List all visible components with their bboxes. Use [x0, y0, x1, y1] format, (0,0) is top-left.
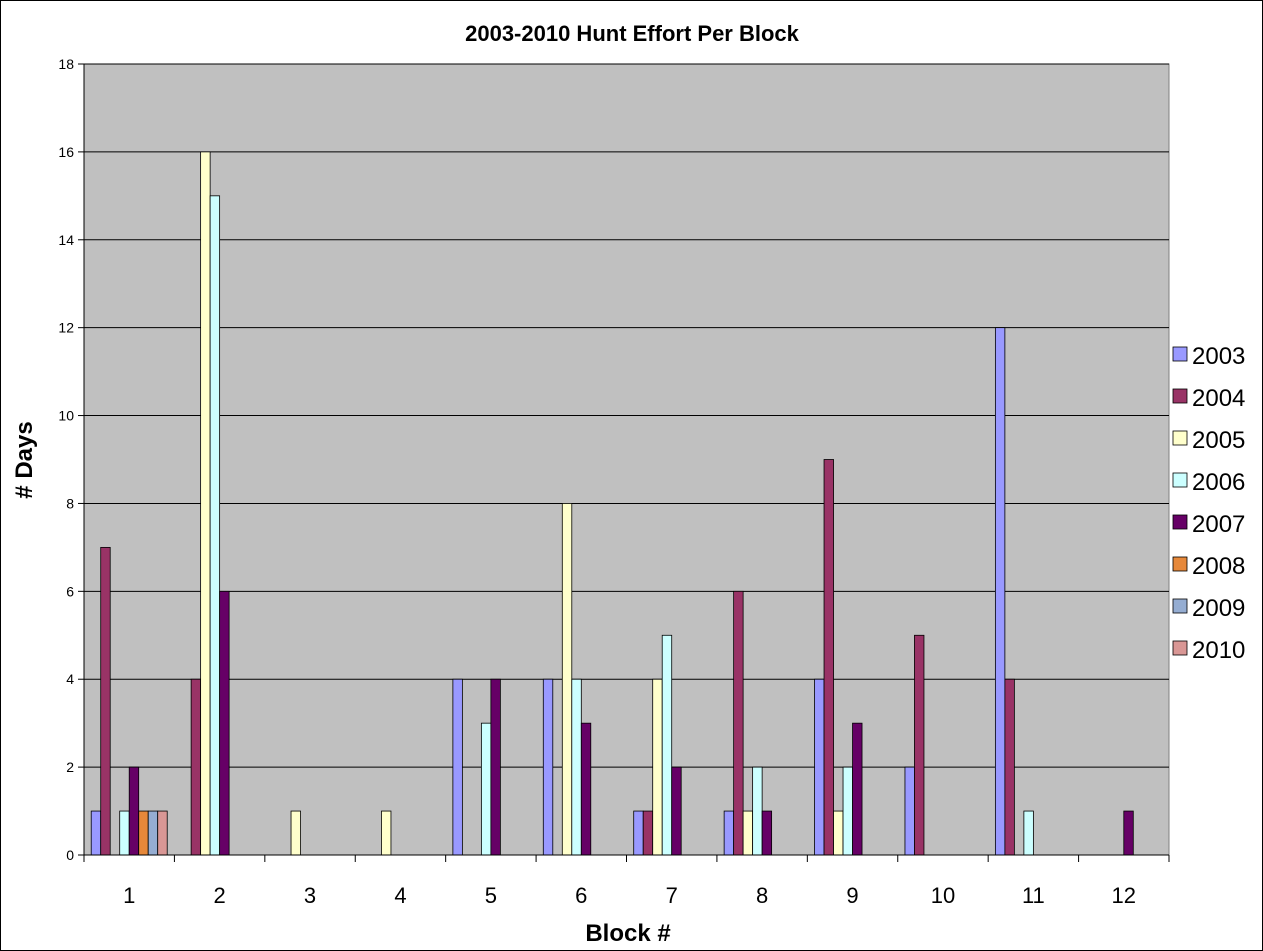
x-tick-label: 2	[214, 883, 226, 908]
bar-2007-block-7	[671, 766, 682, 856]
x-tick-label: 8	[756, 883, 768, 908]
legend-swatch-2008	[1172, 556, 1188, 572]
y-tick-label: 2	[66, 759, 74, 775]
bar-2006-block-11	[1023, 810, 1034, 856]
y-tick-label: 16	[58, 144, 74, 160]
bar-2007-block-2	[219, 590, 230, 856]
legend-label-2003: 2003	[1192, 343, 1245, 370]
bar-2006-block-2	[209, 195, 221, 856]
y-axis-title: # Days	[11, 421, 38, 498]
bar-2004-block-2	[190, 678, 202, 856]
bar-2003-block-1	[90, 810, 102, 856]
x-tick-label: 6	[575, 883, 587, 908]
bar-2007-block-6	[580, 722, 592, 856]
bar-2005-block-4	[381, 810, 392, 856]
legend-swatch-2003	[1172, 346, 1188, 362]
bar-2006-block-8	[752, 766, 763, 856]
legend: 2003 2004 2005 2006 2007 2008 2009 2010	[1172, 343, 1245, 664]
legend-label-2009: 2009	[1192, 595, 1245, 622]
bar-2004-block-7	[642, 810, 654, 856]
legend-label-2007: 2007	[1192, 511, 1245, 538]
bar-2008-block-1	[138, 810, 149, 856]
bar-2007-block-1	[128, 766, 140, 856]
bar-2009-block-1	[147, 810, 159, 856]
legend-swatch-2007	[1172, 514, 1188, 530]
bar-2004-block-1	[100, 546, 111, 856]
x-tick-label: 5	[485, 883, 497, 908]
legend-label-2006: 2006	[1192, 469, 1245, 496]
bar-2003-block-6	[542, 678, 554, 856]
bar-2006-block-6	[571, 678, 582, 856]
x-tick-label: 12	[1112, 883, 1136, 908]
bar-2003-block-9	[814, 678, 825, 856]
bar-2007-block-5	[490, 678, 501, 856]
legend-label-2005: 2005	[1192, 427, 1245, 454]
y-tick-label: 4	[66, 671, 74, 687]
legend-swatch-2010	[1172, 640, 1188, 656]
bar-2004-block-10	[914, 634, 925, 856]
bar-2005-block-8	[742, 810, 754, 856]
legend-swatch-2006	[1172, 472, 1188, 488]
x-tick-label: 10	[931, 883, 955, 908]
bar-2010-block-1	[157, 810, 168, 856]
legend-swatch-2004	[1172, 388, 1188, 404]
bar-2005-block-6	[561, 503, 573, 856]
bar-2003-block-8	[723, 810, 735, 856]
y-tick-label: 6	[66, 583, 74, 599]
x-tick-label: 1	[123, 883, 135, 908]
bar-2005-block-9	[833, 810, 844, 856]
y-tick-label: 14	[58, 232, 74, 248]
legend-swatch-2009	[1172, 598, 1188, 614]
legend-label-2010: 2010	[1192, 637, 1245, 664]
bar-2003-block-7	[633, 810, 644, 856]
bar-2007-block-9	[852, 722, 863, 856]
x-tick-label: 9	[846, 883, 858, 908]
bar-2005-block-7	[652, 678, 663, 856]
bar-2004-block-11	[1004, 678, 1015, 856]
legend-label-2008: 2008	[1192, 553, 1245, 580]
bar-2005-block-3	[290, 810, 301, 856]
legend-label-2004: 2004	[1192, 385, 1245, 412]
bar-2006-block-1	[119, 810, 130, 856]
bar-2005-block-2	[200, 151, 211, 856]
y-tick-label: 18	[58, 56, 74, 72]
legend-swatch-2005	[1172, 430, 1188, 446]
x-tick-label: 3	[304, 883, 316, 908]
bar-2004-block-8	[733, 590, 744, 856]
chart-title: 2003-2010 Hunt Effort Per Block	[465, 21, 800, 46]
bar-2006-block-9	[842, 766, 853, 856]
x-tick-label: 11	[1022, 883, 1045, 908]
y-tick-label: 0	[66, 847, 74, 863]
bar-2004-block-9	[823, 459, 834, 856]
bar-2006-block-7	[661, 634, 673, 856]
bar-2006-block-5	[480, 722, 492, 856]
plot-area	[83, 63, 1170, 856]
x-tick-label: 4	[394, 883, 406, 908]
bar-2003-block-5	[452, 678, 463, 856]
y-tick-label: 8	[66, 495, 74, 511]
y-tick-label: 12	[58, 320, 74, 336]
grid-lines	[84, 63, 1169, 768]
bar-2007-block-12	[1123, 810, 1134, 856]
x-axis-title: Block #	[585, 920, 670, 947]
bars	[90, 151, 1134, 856]
bar-2003-block-11	[994, 327, 1006, 856]
bar-2003-block-10	[904, 766, 915, 856]
bar-2007-block-8	[761, 810, 773, 856]
x-tick-label: 7	[666, 883, 678, 908]
y-tick-label: 10	[58, 408, 74, 424]
